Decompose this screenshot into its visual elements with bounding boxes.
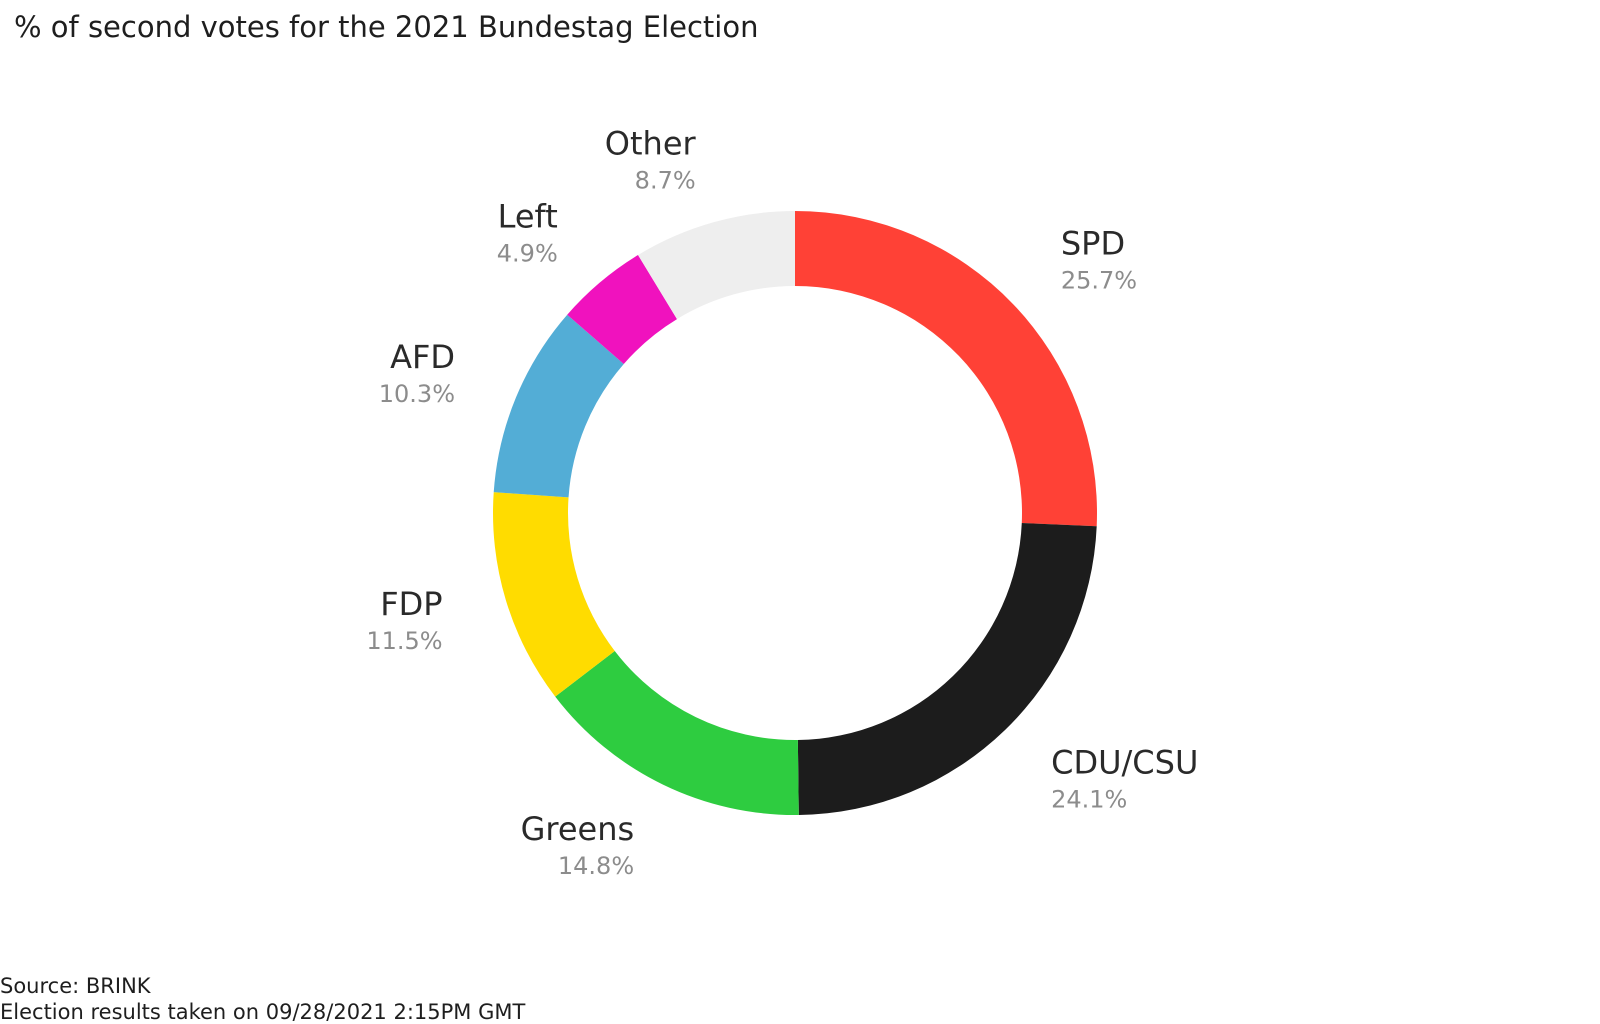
slice-value-other: 8.7% <box>635 167 696 195</box>
timestamp-note: Election results taken on 09/28/2021 2:1… <box>0 1000 526 1024</box>
slice-label-other: Other <box>605 125 697 163</box>
slice-spd <box>795 211 1097 527</box>
slice-label-left: Left <box>498 198 558 236</box>
slice-greens <box>555 651 799 815</box>
slice-label-greens: Greens <box>521 810 635 848</box>
chart-title: % of second votes for the 2021 Bundestag… <box>14 10 759 44</box>
slice-left <box>567 255 678 364</box>
slice-value-greens: 14.8% <box>558 852 634 880</box>
slice-value-spd: 25.7% <box>1061 267 1137 295</box>
slice-afd <box>493 314 624 498</box>
slice-label-afd: AFD <box>390 338 455 376</box>
slice-value-afd: 10.3% <box>379 380 455 408</box>
slice-cdu-csu <box>797 522 1097 815</box>
slice-fdp <box>493 492 615 697</box>
slice-value-left: 4.9% <box>497 240 558 268</box>
source-note: Source: BRINK <box>0 974 151 998</box>
slice-label-spd: SPD <box>1061 225 1125 263</box>
slice-value-cdu-csu: 24.1% <box>1051 785 1127 813</box>
slice-label-cdu-csu: CDU/CSU <box>1051 743 1198 781</box>
slice-value-fdp: 11.5% <box>366 627 442 655</box>
slice-label-fdp: FDP <box>380 585 442 623</box>
donut-slices <box>493 211 1097 815</box>
slice-labels: SPD 25.7% CDU/CSU 24.1% Greens 14.8% FDP 11.5% A… <box>366 125 1198 880</box>
slice-other <box>638 211 795 320</box>
